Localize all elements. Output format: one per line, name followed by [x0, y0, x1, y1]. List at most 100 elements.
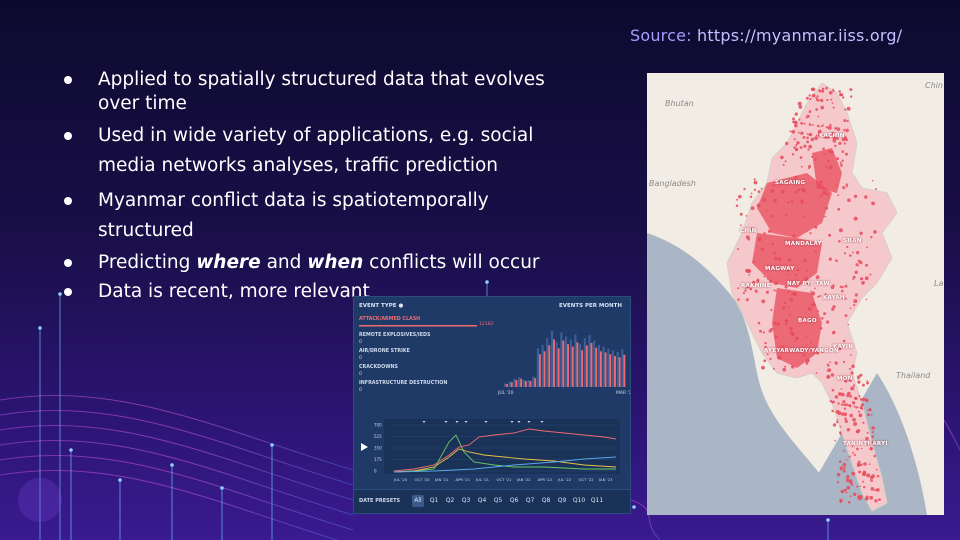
conflict-point	[811, 291, 816, 296]
preset-q10[interactable]: Q10	[572, 497, 586, 504]
conflict-point	[843, 252, 847, 255]
conflict-point	[803, 258, 807, 263]
conflict-point	[873, 230, 877, 234]
month-bar	[536, 348, 539, 387]
conflict-point	[867, 413, 870, 417]
conflict-point	[792, 348, 796, 351]
conflict-point	[832, 139, 837, 143]
preset-q5[interactable]: Q5	[493, 497, 503, 504]
preset-q4[interactable]: Q4	[477, 497, 487, 504]
info-icon[interactable]: ●	[398, 303, 404, 309]
conflict-point	[749, 195, 753, 199]
event-marker	[527, 421, 531, 423]
event-type-item[interactable]: AIR/DRONE STRIKE	[359, 349, 410, 354]
conflict-point	[765, 209, 768, 212]
conflict-point	[799, 156, 803, 159]
conflict-point	[768, 279, 773, 283]
state-label: CHIN	[740, 228, 757, 234]
preset-q6[interactable]: Q6	[509, 497, 519, 504]
conflict-point	[830, 285, 835, 289]
event-type-item[interactable]: REMOTE EXPLOSIVES/IEDS	[359, 333, 431, 338]
conflict-point	[847, 323, 850, 326]
conflict-cluster	[752, 233, 822, 288]
conflict-point	[793, 120, 798, 125]
x-tick-label: JUL '22	[557, 477, 572, 482]
conflict-point	[851, 471, 856, 476]
conflict-point	[859, 495, 863, 499]
conflict-point	[828, 165, 833, 170]
y-tick-label: 525	[374, 434, 382, 439]
conflict-point	[843, 467, 846, 470]
conflict-point	[753, 178, 756, 181]
conflict-point	[835, 259, 838, 262]
conflict-point	[815, 372, 818, 374]
conflict-point	[876, 474, 880, 478]
conflict-point	[856, 429, 861, 433]
conflict-point	[838, 228, 843, 233]
preset-q2[interactable]: Q2	[445, 497, 455, 504]
conflict-point	[806, 269, 809, 272]
conflict-point	[843, 412, 848, 417]
event-type-item[interactable]: INFRASTRUCTURE DESTRUCTION	[359, 381, 448, 386]
month-bar	[534, 378, 537, 387]
month-bar	[565, 336, 568, 387]
event-marker	[422, 421, 426, 423]
conflict-point	[821, 124, 824, 127]
state-label: KAYAH	[823, 295, 845, 301]
month-bar	[560, 332, 563, 387]
month-bar	[583, 338, 586, 387]
preset-q3[interactable]: Q3	[461, 497, 471, 504]
conflict-point	[782, 306, 785, 310]
conflict-point	[845, 478, 850, 483]
state-label: SHAN	[843, 238, 862, 244]
month-bar	[513, 378, 516, 387]
conflict-point	[760, 247, 765, 251]
month-bar	[532, 376, 535, 387]
conflict-point	[845, 491, 848, 494]
conflict-point	[823, 134, 828, 139]
conflict-point	[816, 95, 819, 98]
conflict-point	[831, 409, 834, 412]
bullet-dot	[64, 259, 72, 267]
bullet-item: Data is recent, more relevant	[58, 280, 578, 304]
state-label: AYEYARWADY/YANGON	[764, 348, 839, 354]
conflict-point	[829, 399, 832, 403]
event-type-label: EVENT TYPE ●	[359, 303, 404, 309]
conflict-point	[832, 106, 835, 109]
conflict-point	[850, 371, 854, 375]
preset-q8[interactable]: Q8	[541, 497, 551, 504]
myanmar-conflict-map[interactable]: Bhutan Bangladesh Thailand Chin La KACHI…	[647, 73, 944, 515]
event-type-item[interactable]: ATTACK/ARMED CLASH	[359, 317, 421, 322]
conflict-point	[846, 106, 851, 111]
conflict-point	[811, 93, 816, 98]
conflict-point	[845, 138, 848, 142]
month-bar	[593, 340, 596, 387]
preset-q7[interactable]: Q7	[525, 497, 535, 504]
source-url[interactable]: https://myanmar.iiss.org/	[697, 26, 903, 45]
bullet-dot	[64, 288, 72, 296]
month-bar	[585, 345, 588, 387]
conflict-point	[838, 347, 842, 351]
event-count: 0	[359, 356, 362, 361]
month-bar	[518, 377, 521, 387]
preset-all[interactable]: All	[412, 495, 424, 507]
conflict-point	[765, 290, 769, 294]
conflict-point	[861, 407, 864, 410]
conflict-point	[865, 436, 869, 441]
event-type-item[interactable]: CRACKDOWNS	[359, 365, 398, 370]
conflict-point	[792, 117, 795, 121]
conflict-point	[738, 194, 742, 199]
preset-q9[interactable]: Q9	[557, 497, 567, 504]
conflict-point	[843, 488, 847, 492]
conflict-point	[824, 215, 827, 218]
conflict-point	[840, 392, 845, 397]
conflict-point	[814, 225, 818, 229]
month-bar	[590, 342, 593, 387]
preset-q11[interactable]: Q11	[590, 497, 604, 504]
conflict-point	[842, 449, 845, 452]
conflict-point	[851, 364, 855, 369]
conflict-point	[835, 410, 840, 414]
conflict-point	[865, 263, 869, 267]
preset-q1[interactable]: Q1	[429, 497, 439, 504]
conflict-point	[828, 150, 831, 153]
